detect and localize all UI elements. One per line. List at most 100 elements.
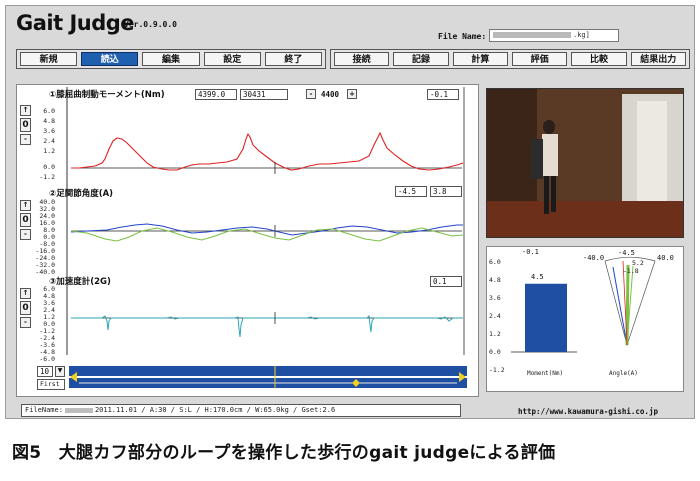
status-details: 2011.11.01 / A:30 / S:L / H:170.0cm / W:… xyxy=(94,406,336,414)
stats-panel: -0.1 6.0 4.8 3.6 2.4 1.2 0.0 -1.2 4.5 Mo… xyxy=(486,246,684,392)
load-button[interactable]: 読込 xyxy=(81,52,139,66)
moment-y-tick: 6.0 xyxy=(489,258,501,266)
timeline-right-arrow xyxy=(459,372,466,382)
angle-readout-2: 3.8 xyxy=(430,186,462,197)
moment-tick: 3.6 xyxy=(43,127,55,135)
accel-tick: -6.0 xyxy=(39,355,55,363)
moment-tick: 1.2 xyxy=(43,147,55,155)
angle-left-label: -40.0 xyxy=(583,254,604,262)
angle-needle-green-thin xyxy=(626,265,634,346)
angle-x-label: Angle(A) xyxy=(609,370,638,377)
moment-plus-button[interactable]: + xyxy=(347,89,357,99)
moment-end-field[interactable]: 30431 xyxy=(240,89,288,100)
angle-scale-down-button[interactable]: - xyxy=(20,229,31,240)
angle-needle-green xyxy=(625,264,630,346)
person-head xyxy=(543,120,555,134)
angle-tick: 0.0 xyxy=(43,233,55,241)
app-window: Gait Judge Ver.0.9.0.0 File Name: .kg] 新… xyxy=(5,5,695,419)
angle-needle-blue xyxy=(612,266,628,346)
video-wall-left xyxy=(487,89,537,209)
moment-x-label: Moment(Nm) xyxy=(527,370,563,377)
angle-tick: -32.0 xyxy=(35,261,55,269)
company-url[interactable]: http://www.kawamura-gishi.co.jp xyxy=(518,407,658,416)
angle-tick: -40.0 xyxy=(35,268,55,276)
angle-needle-red xyxy=(622,260,628,346)
moment-bar xyxy=(525,283,567,352)
compare-button[interactable]: 比較 xyxy=(571,52,627,66)
redacted-filename xyxy=(493,32,571,38)
accel-reset-button[interactable]: 0 xyxy=(20,301,31,315)
file-name-suffix: .kg] xyxy=(573,31,590,39)
accel-tick: -4.8 xyxy=(39,348,55,356)
moment-tick: -1.2 xyxy=(39,173,55,181)
video-floor xyxy=(487,201,683,237)
edit-button[interactable]: 編集 xyxy=(142,52,200,66)
graph-canvas xyxy=(66,87,467,388)
moment-start-field[interactable]: 4399.0 xyxy=(195,89,237,100)
angle-tick: -16.0 xyxy=(35,247,55,255)
evaluate-button[interactable]: 評価 xyxy=(511,52,568,66)
figure-caption: 図5 大腿カフ部分のループを操作した歩行のgait judgeによる評価 xyxy=(12,443,556,463)
redacted-name xyxy=(64,407,93,413)
moment-series-line xyxy=(71,131,464,171)
accel-tick: -1.2 xyxy=(39,327,55,335)
timeline-left-arrow xyxy=(70,372,77,382)
accel-tick: 3.6 xyxy=(43,299,55,307)
moment-pane-title: ①膝屈曲制動モーメント(Nm) xyxy=(49,90,165,100)
new-button[interactable]: 新規 xyxy=(20,52,78,66)
toolbar-right: 接続 記録 計算 評価 比較 結果出力 xyxy=(330,49,690,69)
connect-button[interactable]: 接続 xyxy=(334,52,390,66)
file-name-field[interactable]: .kg] xyxy=(489,29,619,42)
calculate-button[interactable]: 計算 xyxy=(452,52,508,66)
moment-scale-down-button[interactable]: - xyxy=(20,134,31,145)
status-prefix: FileName: xyxy=(25,406,63,414)
app-title: Gait Judge xyxy=(16,11,135,35)
accel-tick: 4.8 xyxy=(43,292,55,300)
moment-y-tick: 2.4 xyxy=(489,312,501,320)
angle-readout-1: -4.5 xyxy=(395,186,427,197)
angle-reset-button[interactable]: 0 xyxy=(20,213,31,227)
first-frame-button[interactable]: First xyxy=(37,379,65,390)
accel-tick: 0.0 xyxy=(43,320,55,328)
angle-tick: 40.0 xyxy=(39,198,55,206)
moment-reset-button[interactable]: 0 xyxy=(20,118,31,132)
angle-tick: -24.0 xyxy=(35,254,55,262)
angle-inner-label-1: 5.2 xyxy=(632,259,644,267)
moment-tick: 2.4 xyxy=(43,137,55,145)
video-window-light xyxy=(637,101,667,201)
accel-tick: 1.2 xyxy=(43,313,55,321)
zoom-field[interactable]: 10 xyxy=(37,366,53,377)
angle-green-series xyxy=(70,227,464,242)
moment-minus-button[interactable]: - xyxy=(306,89,316,99)
graph-panel: ①膝屈曲制動モーメント(Nm) 4399.0 30431 - 4400 + -0… xyxy=(16,84,479,397)
record-button[interactable]: 記録 xyxy=(393,52,449,66)
app-version: Ver.0.9.0.0 xyxy=(124,20,177,29)
accel-scale-down-button[interactable]: - xyxy=(20,317,31,328)
accel-tick: -2.4 xyxy=(39,334,55,342)
person-leg-right xyxy=(551,176,556,212)
timeline-thumb xyxy=(352,379,360,387)
moment-readout: -0.1 xyxy=(427,89,459,100)
accel-scale-up-button[interactable]: ↑ xyxy=(20,288,31,299)
moment-tick: 0.0 xyxy=(43,163,55,171)
angle-tick: 32.0 xyxy=(39,205,55,213)
angle-right-label: 40.0 xyxy=(657,254,674,262)
settings-button[interactable]: 設定 xyxy=(203,52,261,66)
video-scene xyxy=(487,89,683,237)
status-bar: FileName: 2011.11.01 / A:30 / S:L / H:170… xyxy=(21,404,461,417)
accel-tick: 6.0 xyxy=(43,285,55,293)
accel-tick: -3.6 xyxy=(39,341,55,349)
angle-blue-series xyxy=(70,223,463,236)
moment-scale-up-button[interactable]: ↑ xyxy=(20,105,31,116)
angle-scale-up-button[interactable]: ↑ xyxy=(20,200,31,211)
moment-y-tick: 1.2 xyxy=(489,330,501,338)
exit-button[interactable]: 終了 xyxy=(264,52,323,66)
moment-bar-label: 4.5 xyxy=(531,273,544,281)
angle-tick: 8.0 xyxy=(43,226,55,234)
accel-series-line xyxy=(71,314,463,338)
moment-frame-value: 4400 xyxy=(321,90,340,99)
zoom-dropdown-button[interactable]: ▼ xyxy=(55,366,65,377)
export-results-button[interactable]: 結果出力 xyxy=(630,52,686,66)
accel-readout: 0.1 xyxy=(430,276,462,287)
person-leg-left xyxy=(544,176,549,214)
